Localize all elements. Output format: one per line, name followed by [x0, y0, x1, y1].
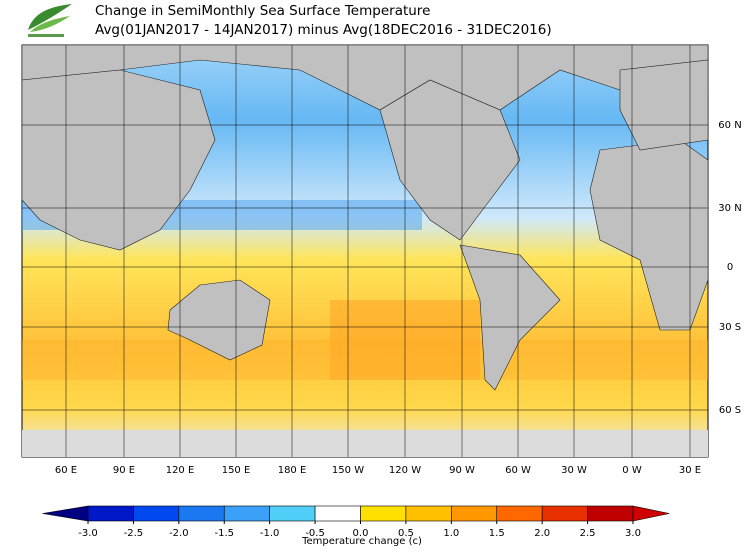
map-area	[21, 44, 709, 458]
lon-label: 90 E	[113, 465, 135, 476]
colorbar-tick-label: -1.0	[260, 528, 280, 539]
lon-label: 90 W	[449, 465, 475, 476]
colorbar-tick-label: -2.0	[169, 528, 189, 539]
lon-label: 60 E	[55, 465, 77, 476]
title: Change in SemiMonthly Sea Surface Temper…	[95, 3, 430, 19]
subtitle: Avg(01JAN2017 - 14JAN2017) minus Avg(18D…	[95, 22, 552, 38]
colorbar-tick-label: -1.5	[214, 528, 234, 539]
lat-label: 60 S	[719, 405, 741, 416]
lon-label: 120 W	[389, 465, 421, 476]
colorbar-segment	[587, 505, 634, 522]
colorbar-tick-label: 3.0	[625, 528, 641, 539]
colorbar-tick-label: 1.5	[489, 528, 505, 539]
lon-label: 0 W	[622, 465, 642, 476]
lon-label: 150 E	[222, 465, 251, 476]
colorbar-segment	[133, 505, 180, 522]
colorbar-segment	[496, 505, 543, 522]
colorbar-segment	[178, 505, 225, 522]
lon-label: 30 W	[561, 465, 587, 476]
colorbar-segment	[360, 505, 407, 522]
lon-label: 150 W	[332, 465, 364, 476]
colorbar-tick-label: -2.5	[124, 528, 144, 539]
colorbar-segment	[451, 505, 498, 522]
lon-label: 60 W	[505, 465, 531, 476]
colorbar-segment	[87, 505, 134, 522]
lat-label: 30 N	[718, 203, 741, 214]
colorbar-tick-label: 2.0	[534, 528, 550, 539]
colorbar-segment	[541, 505, 588, 522]
colorbar-tick-label: 1.0	[443, 528, 459, 539]
lat-label: 60 N	[718, 120, 741, 131]
colorbar-tick-label: -0.5	[305, 528, 325, 539]
colorbar-label: Temperature change (c)	[301, 536, 422, 547]
colorbar-segment	[405, 505, 452, 522]
colorbar-segment	[269, 505, 316, 522]
colorbar-end	[632, 505, 670, 522]
lon-label: 120 E	[166, 465, 195, 476]
lat-label: 30 S	[719, 322, 741, 333]
colorbar-tick-label: 0.5	[398, 528, 414, 539]
colorbar-segment	[314, 505, 361, 522]
lon-label: 180 E	[278, 465, 307, 476]
logo	[28, 4, 72, 37]
colorbar-end	[42, 505, 89, 522]
colorbar-segment	[223, 505, 270, 522]
lat-label: 0	[727, 262, 733, 273]
lon-label: 30 E	[679, 465, 701, 476]
colorbar-tick-label: 2.5	[580, 528, 596, 539]
colorbar-tick-label: -3.0	[78, 528, 98, 539]
colorbar-tick-label: 0.0	[353, 528, 369, 539]
